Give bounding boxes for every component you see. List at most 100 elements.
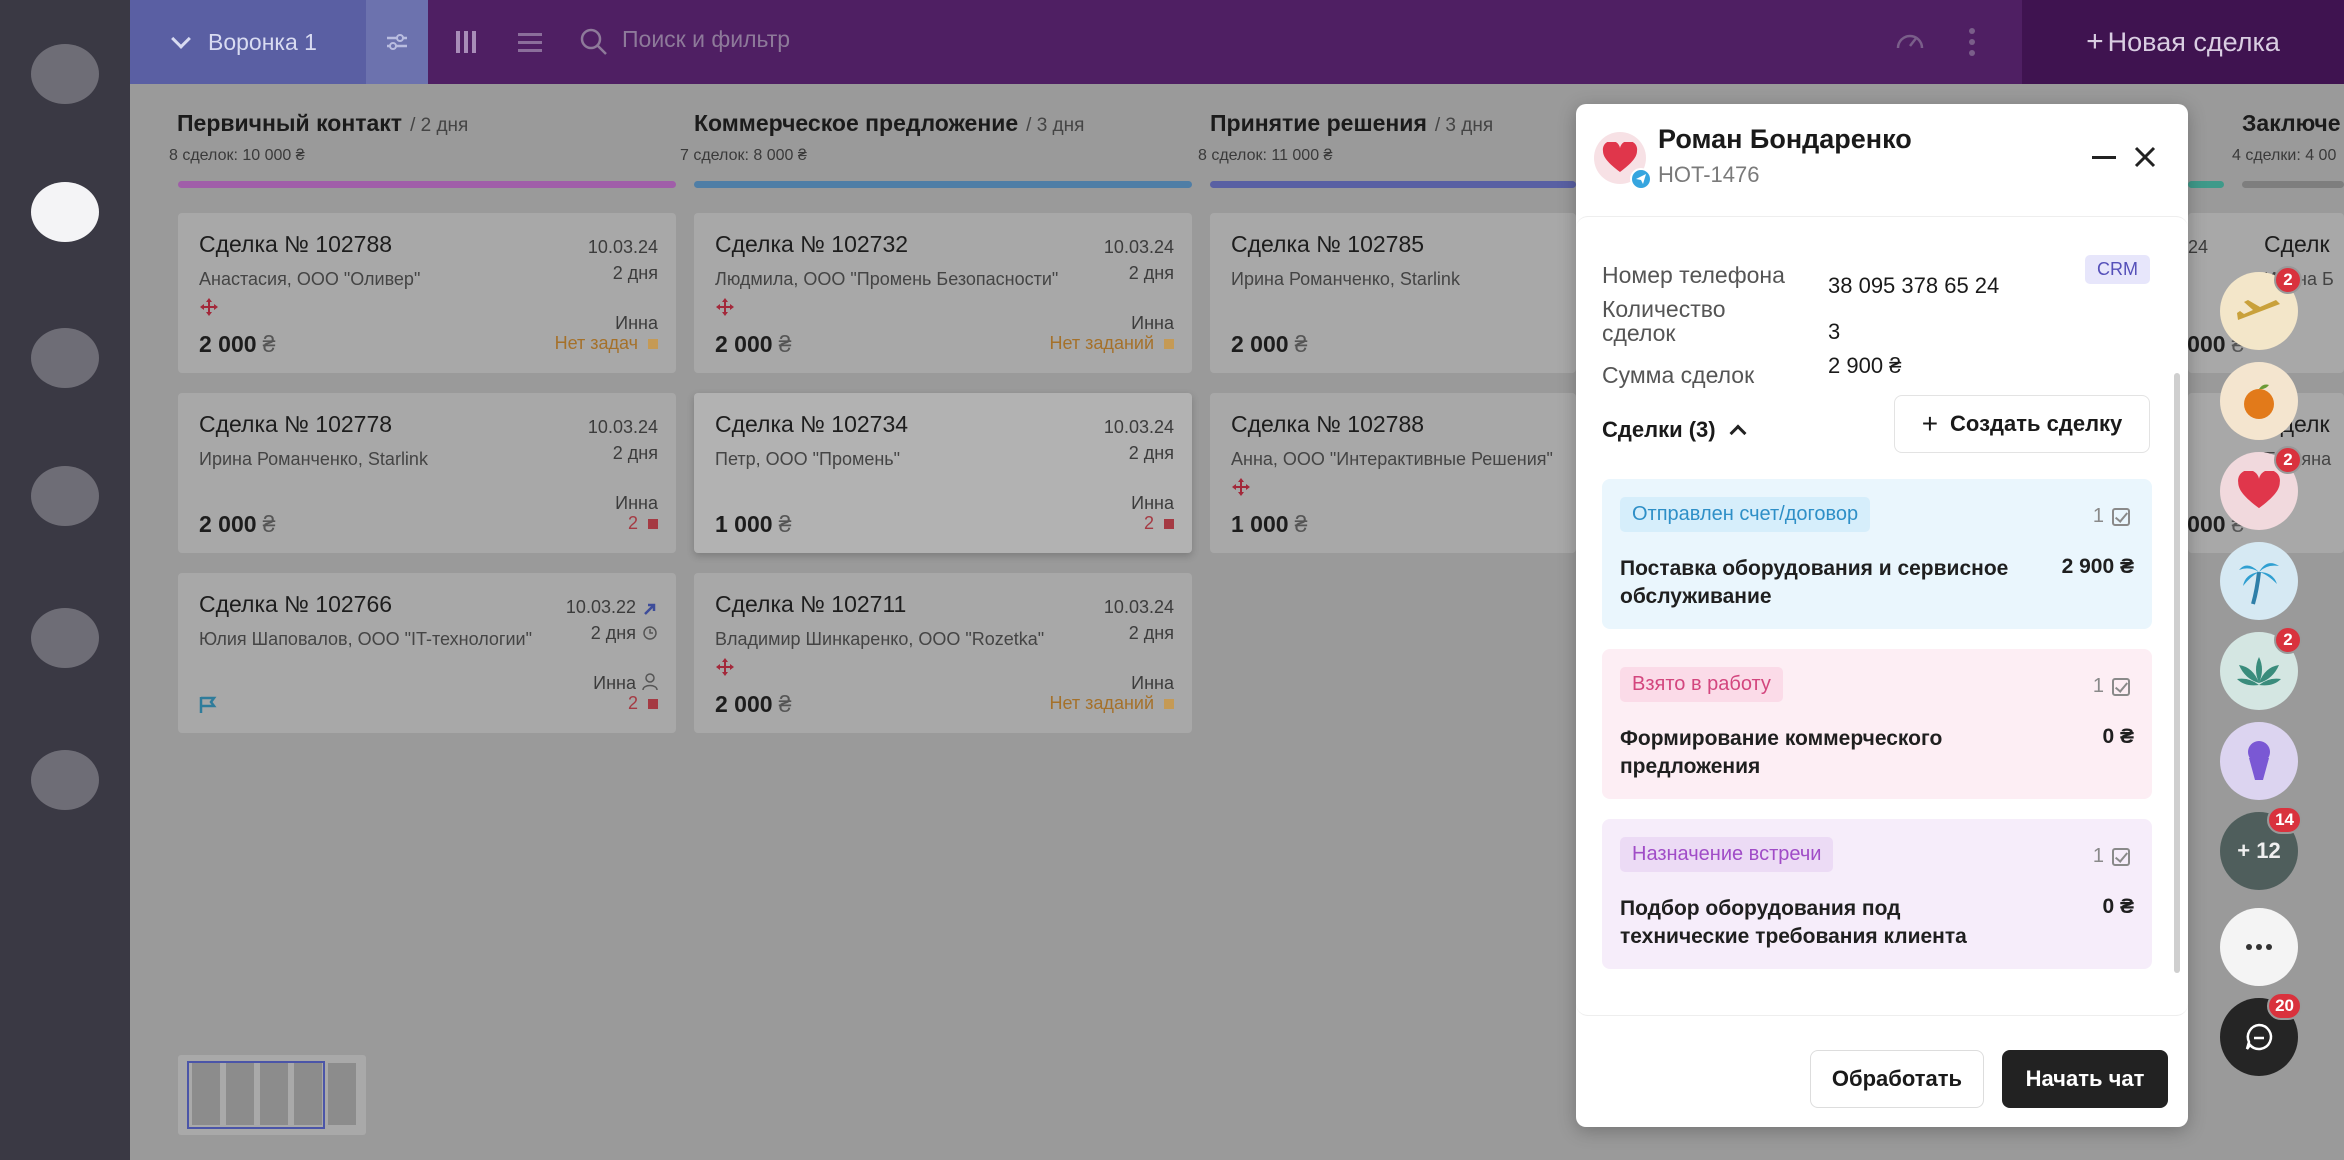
new-deal-label: Новая сделка: [2107, 26, 2280, 57]
top-bar: Воронка 1 Поиск и фильтр + Новая сделка: [130, 0, 2344, 84]
modal-scrollbar[interactable]: [2174, 373, 2180, 973]
minimap-column: [226, 1063, 254, 1125]
lotus-icon: [2237, 657, 2281, 686]
column-title: Первичный контакт: [177, 110, 403, 136]
minimize-icon[interactable]: [2092, 156, 2116, 159]
more-avatars-button[interactable]: + 12 14: [2220, 806, 2302, 890]
deal-card[interactable]: Сделка № 102788 Анна, ООО "Интерактивные…: [1210, 393, 1576, 553]
column-title: Заключе: [2242, 110, 2341, 136]
column-title: Коммерческое предложение: [694, 110, 1019, 136]
deal-task-status: Нет задач: [555, 333, 658, 354]
deal-price-value: 2 000: [715, 691, 773, 717]
deal-owner: Инна: [593, 673, 636, 693]
search-icon[interactable]: [576, 24, 612, 60]
left-rail: [0, 0, 130, 1160]
close-icon[interactable]: [2130, 142, 2160, 172]
column-color-bar: [1210, 181, 1576, 188]
funnel-selector[interactable]: Воронка 1: [130, 0, 366, 84]
deal-days: 2 дня: [590, 623, 636, 643]
channel-ice-cream[interactable]: [2220, 722, 2298, 800]
channel-orange[interactable]: [2220, 362, 2298, 440]
channel-plane[interactable]: 2: [2220, 266, 2302, 350]
linked-deal-card[interactable]: Назначение встречи 1 Подбор оборудования…: [1602, 819, 2152, 969]
deal-price: 2 000₴: [715, 331, 791, 358]
deal-client: Анна, ООО "Интерактивные Решения": [1231, 449, 1553, 469]
minimap-column: [328, 1063, 356, 1125]
deal-title: Сделка № 102734: [715, 411, 909, 437]
channel-palm[interactable]: [2220, 542, 2298, 620]
rail-item-1[interactable]: [31, 44, 99, 104]
deal-client: Ирина Романченко, Starlink: [199, 449, 428, 469]
crm-badge[interactable]: CRM: [2085, 255, 2150, 284]
deal-name: Формирование коммерческого предложения: [1620, 727, 1943, 778]
deal-card[interactable]: Сделка № 102778 Ирина Романченко, Starli…: [178, 393, 676, 553]
deal-currency: ₴: [1294, 511, 1308, 537]
process-button[interactable]: Обработать: [1810, 1050, 1984, 1108]
deal-card[interactable]: Сделка № 102711 Владимир Шинкаренко, ООО…: [694, 573, 1192, 733]
rail-item-2[interactable]: [31, 182, 99, 242]
linked-deal-card[interactable]: Отправлен счет/договор 1 Поставка оборуд…: [1602, 479, 2152, 629]
speedometer-icon[interactable]: [1892, 24, 1928, 60]
start-chat-button[interactable]: Начать чат: [2002, 1050, 2168, 1108]
column-summary: 4 сделки: 4 00: [2232, 147, 2337, 164]
checkbox-icon: [2112, 847, 2130, 866]
unread-badge: 2: [2274, 446, 2302, 474]
channel-heart[interactable]: 2: [2220, 446, 2302, 530]
deal-client: Людмила, ООО "Промень Безопасности": [715, 269, 1059, 289]
task-square-icon: [1164, 338, 1174, 349]
deal-card[interactable]: Сделка № 102766 Юлия Шаповалов, ООО "IT-…: [178, 573, 676, 733]
search-input[interactable]: Поиск и фильтр: [622, 26, 791, 52]
task-square-icon: [1164, 698, 1174, 709]
rail-item-6[interactable]: [31, 750, 99, 810]
linked-deal-card[interactable]: Взято в работу 1 Формирование коммерческ…: [1602, 649, 2152, 799]
deal-price: 1 000 ₴: [1231, 511, 1307, 538]
deal-price: 2 000₴: [1231, 331, 1307, 358]
more-icon: [2246, 944, 2272, 950]
deal-card[interactable]: Сделка № 102785 Ирина Романченко, Starli…: [1210, 213, 1576, 373]
phone-value[interactable]: 38 095 378 65 24: [1828, 273, 2000, 298]
deal-task-label: 2: [627, 513, 638, 533]
deal-card[interactable]: Сделка № 102788 Анастасия, ООО "Оливер" …: [178, 213, 676, 373]
list-view-icon[interactable]: [512, 24, 548, 60]
column-color-bar: [178, 181, 676, 188]
minimap-column: [294, 1063, 322, 1125]
create-deal-button[interactable]: + Создать сделку: [1894, 395, 2150, 453]
plus-icon: +: [2086, 25, 2104, 58]
checkbox-icon: [2112, 507, 2130, 526]
rail-item-4[interactable]: [31, 466, 99, 526]
kanban-view-icon[interactable]: [448, 24, 484, 60]
board-minimap[interactable]: [178, 1055, 366, 1135]
more-button[interactable]: [2220, 908, 2298, 986]
deal-currency: ₴: [778, 691, 792, 717]
deal-client: Петр, ООО "Промень": [715, 449, 901, 469]
checkbox-icon: [2112, 677, 2130, 696]
channel-lotus[interactable]: 2: [2220, 626, 2302, 710]
more-vertical-icon[interactable]: [1954, 24, 1990, 60]
deal-price-value: 2 000: [1231, 331, 1289, 357]
column-header: Заключе 4 сделки: 4 00: [2232, 110, 2341, 165]
deal-card[interactable]: Сделка № 102734 Петр, ООО "Промень" 10.0…: [694, 393, 1192, 553]
deals-sum-label: Сумма сделок: [1602, 362, 1755, 388]
arrows-move-icon: [1232, 478, 1250, 496]
deal-price-value: 1 000: [715, 511, 773, 537]
new-deal-button[interactable]: + Новая сделка: [2022, 0, 2344, 84]
deal-days: 2 дня: [612, 443, 658, 463]
unread-badge: 14: [2267, 806, 2302, 834]
deal-price-value: 2 000: [199, 511, 257, 537]
rail-item-3[interactable]: [31, 328, 99, 388]
deal-owner: Инна: [1131, 493, 1174, 513]
filter-settings-button[interactable]: [366, 0, 428, 84]
deal-card[interactable]: Сделка № 102732 Людмила, ООО "Промень Бе…: [694, 213, 1192, 373]
minimap-viewport[interactable]: [187, 1061, 325, 1129]
deals-count-value: 3: [1828, 319, 1841, 344]
rail-item-5[interactable]: [31, 608, 99, 668]
minimap-column: [192, 1063, 220, 1125]
unread-badge: 2: [2274, 266, 2302, 294]
deal-name: Поставка оборудования и сервисное обслуж…: [1620, 557, 2009, 608]
deal-currency: ₴: [778, 511, 792, 537]
heart-icon: [2238, 471, 2280, 509]
chat-button[interactable]: 20: [2220, 992, 2302, 1076]
arrow-up-right-icon: [644, 603, 656, 615]
palm-icon: [2239, 563, 2279, 605]
deals-section-toggle[interactable]: Сделки (3): [1602, 417, 1747, 443]
